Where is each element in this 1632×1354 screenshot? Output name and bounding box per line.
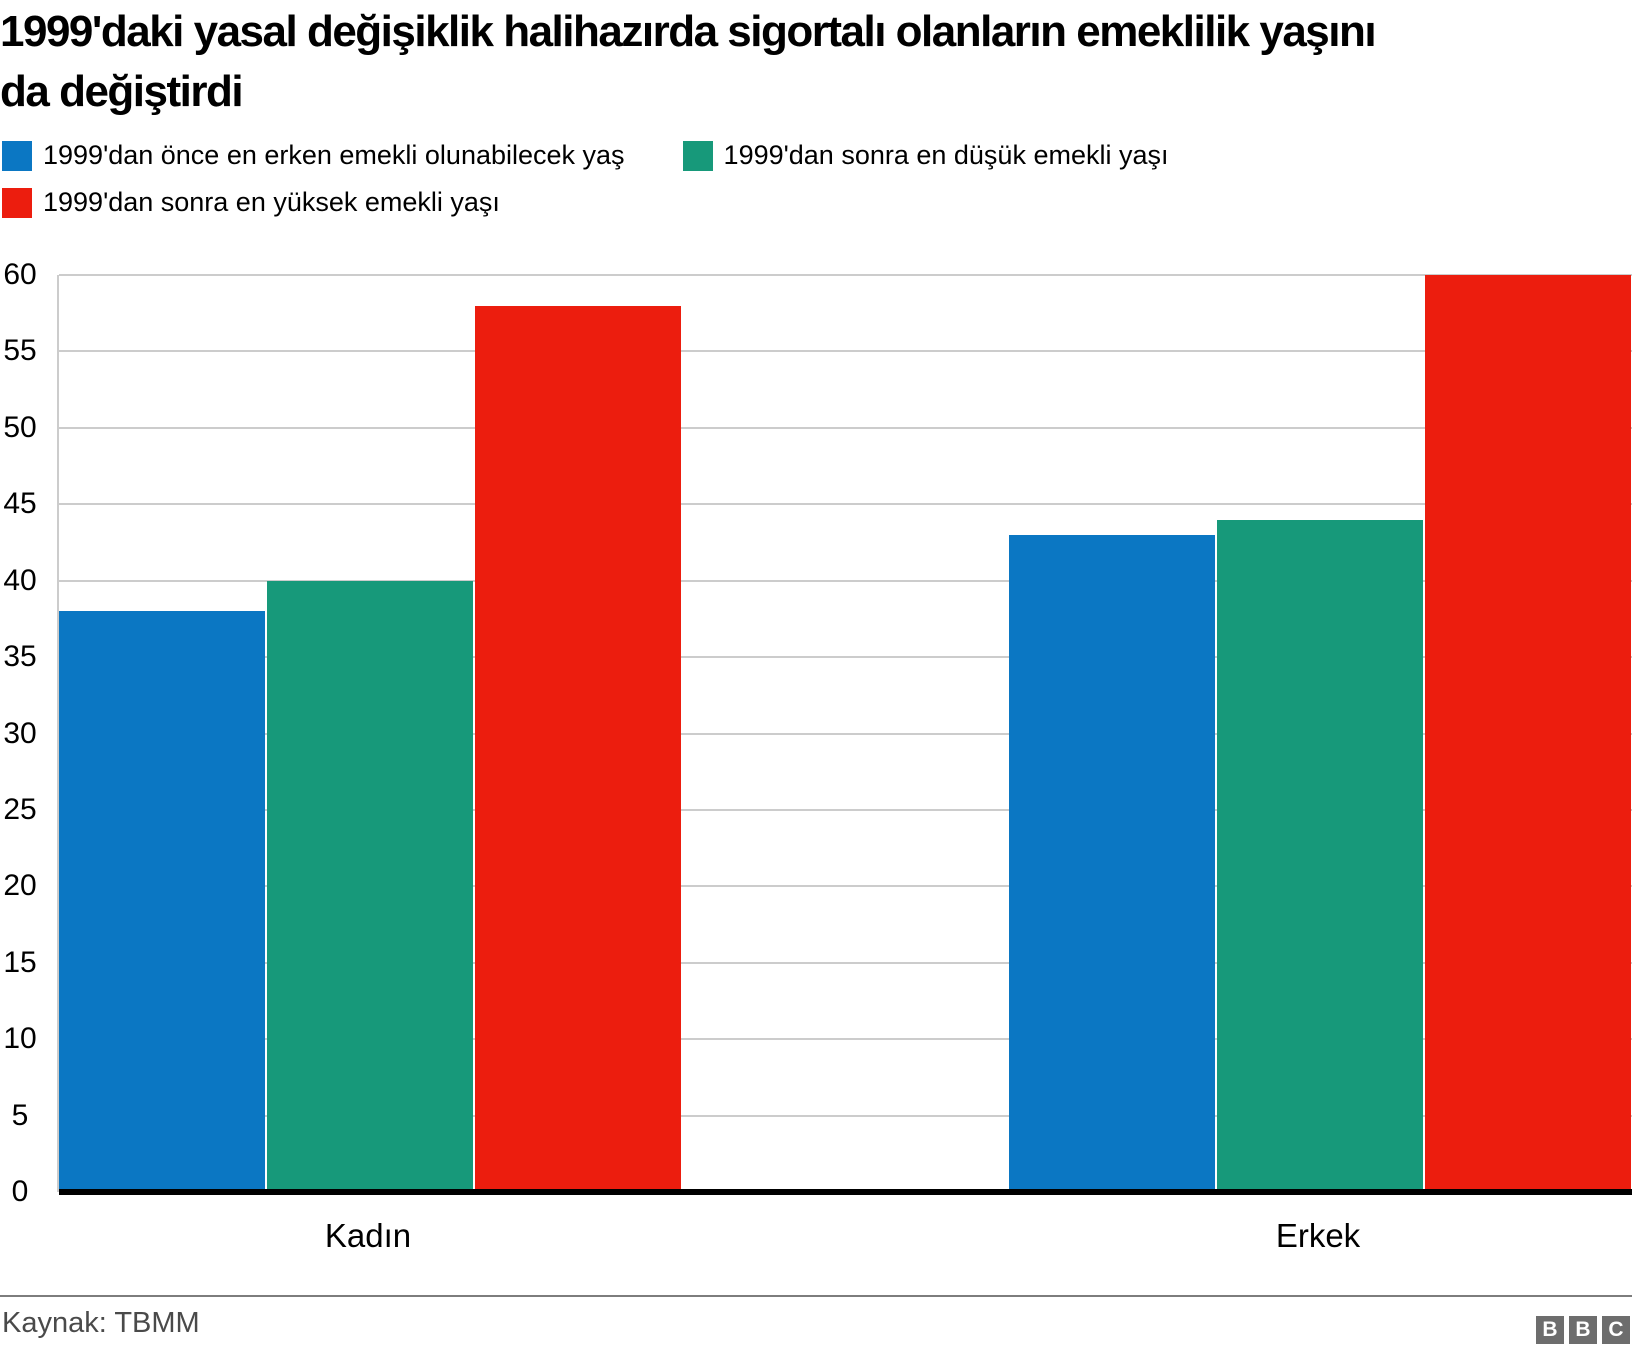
y-tick-label: 60 [3, 258, 37, 291]
y-tick-label: 30 [3, 716, 37, 750]
chart-title: 1999'daki yasal değişiklik halihazırda s… [0, 7, 1377, 116]
y-tick-label: 20 [3, 869, 37, 903]
legend-label: 1999'dan önce en erken emekli olunabilec… [43, 140, 625, 170]
bar-group-erkek [1009, 275, 1631, 1192]
footer-separator [0, 1295, 1632, 1297]
legend: 1999'dan önce en erken emekli olunabilec… [2, 140, 1628, 218]
y-tick-label: 15 [3, 945, 37, 979]
gridline [59, 961, 1632, 964]
gridline [59, 1038, 1632, 1041]
gridline [59, 732, 1632, 735]
bar-kadin-series1 [267, 580, 473, 1192]
bar-kadin-series2 [475, 305, 681, 1192]
y-tick-label: 40 [3, 563, 37, 597]
bbc-logo-letter: B [1569, 1316, 1597, 1344]
gridline [59, 1114, 1632, 1117]
y-tick-label: 0 [11, 1175, 29, 1208]
legend-item: 1999'dan sonra en yüksek emekli yaşı [2, 187, 500, 218]
x-category-label: Erkek [1275, 1217, 1361, 1254]
source-note: Kaynak: TBMM [2, 1307, 200, 1339]
gridline [59, 426, 1632, 429]
bar-erkek-series0 [1009, 534, 1215, 1192]
bbc-logo: B B C [1536, 1316, 1630, 1344]
x-axis-line [59, 1189, 1632, 1195]
bar-erkek-series1 [1217, 519, 1423, 1192]
legend-label: 1999'dan sonra en düşük emekli yaşı [723, 140, 1169, 170]
legend-item: 1999'dan önce en erken emekli olunabilec… [2, 140, 625, 171]
gridline [59, 808, 1632, 811]
legend-swatch-icon [2, 187, 32, 218]
bar-group-kadin [59, 305, 681, 1192]
gridline [59, 274, 1632, 276]
y-tick-label: 10 [3, 1022, 37, 1056]
y-tick-label: 35 [3, 640, 37, 674]
bar-kadin-series0 [59, 611, 265, 1192]
y-tick-label: 50 [3, 410, 37, 444]
bbc-logo-letter: C [1602, 1316, 1630, 1344]
gridline [59, 503, 1632, 506]
gridline [59, 656, 1632, 659]
legend-item: 1999'dan sonra en düşük emekli yaşı [682, 140, 1169, 171]
y-tick-label: 25 [3, 792, 37, 826]
y-tick-label: 45 [3, 487, 37, 521]
gridline [59, 350, 1632, 353]
legend-swatch-icon [682, 140, 713, 171]
gridline [59, 885, 1632, 888]
x-category-label: Kadın [324, 1217, 412, 1254]
legend-label: 1999'dan sonra en yüksek emekli yaşı [43, 187, 500, 217]
gridline [59, 579, 1632, 582]
bar-erkek-series2 [1425, 275, 1631, 1192]
y-tick-label: 5 [11, 1098, 29, 1132]
plot-area [57, 274, 1632, 1195]
legend-swatch-icon [2, 140, 32, 171]
bbc-logo-letter: B [1536, 1316, 1564, 1344]
y-tick-label: 55 [3, 334, 37, 368]
